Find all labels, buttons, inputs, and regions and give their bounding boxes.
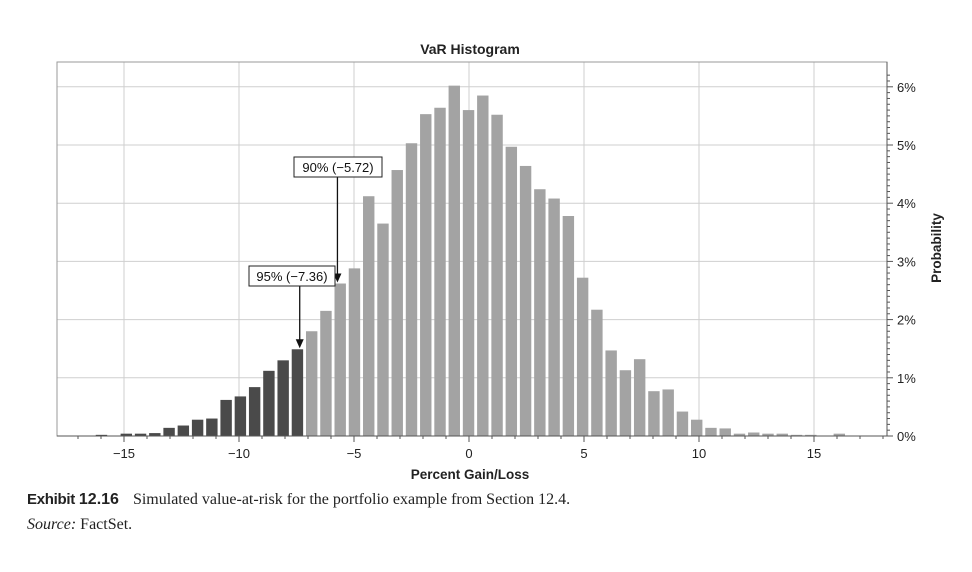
x-tick-label: 10 <box>692 446 706 461</box>
histogram-bar <box>448 85 460 436</box>
annotation-box <box>293 156 383 178</box>
histogram-bar <box>363 196 375 436</box>
histogram-bar <box>462 110 475 436</box>
histogram-bar <box>633 359 646 436</box>
x-tick-label: 0 <box>465 446 472 461</box>
figure-caption: Exhibit 12.16 Simulated value-at-risk for … <box>27 491 570 509</box>
axes: −15 −10 −5 0 5 10 15 0% 1% 2% 3% 4% 5% 6% <box>57 62 916 461</box>
histogram-bar <box>248 387 261 436</box>
histogram-bar <box>234 396 247 436</box>
annotation-box <box>248 265 336 287</box>
y-tick-label: 6% <box>897 80 916 95</box>
y-tick-label: 0% <box>897 429 916 444</box>
source-text: FactSet. <box>80 516 133 533</box>
histogram-bar <box>748 432 760 436</box>
histogram-bar <box>833 433 846 436</box>
var-histogram-chart: VaR Histogram −15 −10 −5 0 5 10 15 0% 1% 2% 3% 4% 5%… <box>56 41 944 480</box>
histogram-bar <box>491 114 503 437</box>
histogram-bar <box>662 389 674 436</box>
histogram-bar <box>591 309 603 436</box>
histogram-bar <box>790 434 803 436</box>
histogram-bar <box>762 433 774 436</box>
histogram-bars <box>95 85 846 437</box>
histogram-bar <box>648 391 660 436</box>
histogram-bar <box>605 350 617 436</box>
histogram-bar <box>733 433 746 436</box>
histogram-bar <box>405 143 418 436</box>
histogram-bar <box>420 114 432 437</box>
histogram-bar <box>619 370 632 436</box>
exhibit-label: Exhibit <box>27 491 75 508</box>
histogram-bar <box>391 170 403 436</box>
histogram-bar <box>477 95 489 436</box>
histogram-bar <box>691 419 703 436</box>
y-axis-label: Probability <box>929 213 944 283</box>
histogram-bar <box>705 427 717 436</box>
histogram-bar <box>206 418 218 436</box>
annotations: 90% (−5.72) 95% (−7.36) <box>248 156 383 349</box>
y-tick-label: 1% <box>897 371 916 386</box>
histogram-bar <box>719 428 731 436</box>
histogram-bar <box>434 107 446 436</box>
histogram-bar <box>519 165 532 436</box>
histogram-bar <box>305 331 318 436</box>
figure-source: Source: FactSet. <box>27 516 132 534</box>
chart-title: VaR Histogram <box>420 41 520 57</box>
annotation-label: 90% (−5.72) <box>302 160 373 175</box>
source-label: Source: <box>27 516 77 533</box>
histogram-bar <box>277 360 289 436</box>
histogram-bar <box>534 189 546 436</box>
histogram-bar <box>220 399 232 436</box>
annotation-arrow-head <box>295 339 304 349</box>
histogram-bar <box>291 349 304 436</box>
histogram-bar <box>263 370 275 436</box>
histogram-bar <box>134 433 147 436</box>
histogram-bar <box>576 277 589 436</box>
histogram-bar <box>177 425 190 436</box>
y-tick-label: 5% <box>897 138 916 153</box>
x-tick-label: 15 <box>807 446 821 461</box>
histogram-bar <box>348 268 361 436</box>
histogram-bar <box>163 427 175 436</box>
histogram-bar <box>149 433 161 436</box>
histogram-bar <box>95 434 108 436</box>
histogram-bar <box>676 411 689 436</box>
histogram-bar <box>377 223 389 436</box>
y-tick-label: 3% <box>897 254 916 269</box>
histogram-bar <box>120 433 133 436</box>
histogram-bar <box>805 434 817 436</box>
y-tick-label: 2% <box>897 313 916 328</box>
histogram-bar <box>562 216 575 436</box>
histogram-bar <box>548 198 560 436</box>
histogram-bar <box>191 419 204 436</box>
y-tick-label: 4% <box>897 196 916 211</box>
annotation-label: 95% (−7.36) <box>256 269 327 284</box>
x-tick-label: 5 <box>580 446 587 461</box>
x-tick-label: −5 <box>347 446 362 461</box>
caption-text: Simulated value-at-risk for the portfoli… <box>132 491 571 508</box>
histogram-bar <box>776 433 788 436</box>
histogram-bar <box>320 310 332 436</box>
x-tick-label: −15 <box>113 446 135 461</box>
exhibit-number: 12.16 <box>78 491 119 508</box>
histogram-bar <box>505 146 518 436</box>
x-tick-label: −10 <box>228 446 250 461</box>
x-axis-label: Percent Gain/Loss <box>411 467 530 480</box>
histogram-bar <box>334 283 346 436</box>
